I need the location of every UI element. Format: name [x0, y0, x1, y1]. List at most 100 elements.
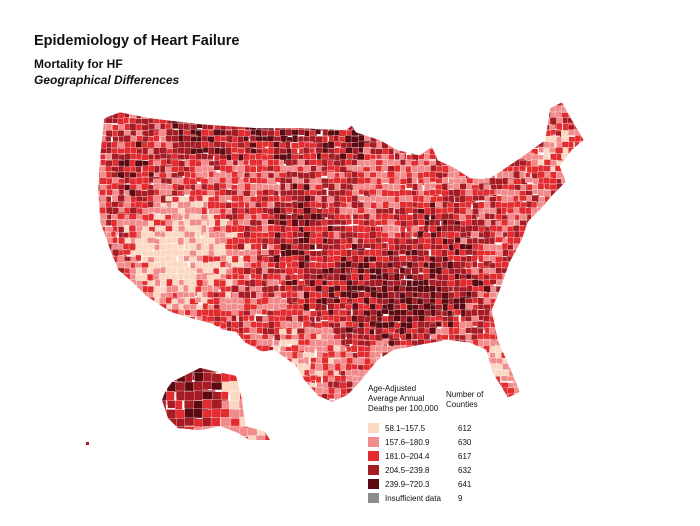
- county-cell: [543, 304, 554, 315]
- county-cell: [568, 279, 580, 291]
- county-cell: [129, 351, 140, 363]
- county-cell: [567, 255, 579, 263]
- county-cell: [261, 399, 277, 402]
- county-cell: [586, 232, 599, 241]
- county-cell: [340, 102, 349, 112]
- county-cell: [237, 369, 252, 376]
- county-cell: [124, 393, 130, 402]
- county-cell: [514, 266, 521, 276]
- county-cell: [117, 351, 127, 359]
- county-cell: [585, 315, 591, 322]
- county-cell: [112, 237, 118, 244]
- county-cell: [430, 123, 446, 129]
- county-cell: [194, 434, 215, 440]
- county-cell: [98, 243, 108, 250]
- county-cell: [280, 356, 288, 364]
- county-cell: [214, 105, 224, 113]
- county-cell: [526, 135, 539, 141]
- county-cell: [441, 154, 453, 161]
- county-cell: [531, 399, 542, 402]
- legend-swatch: [368, 451, 379, 461]
- county-cell: [568, 345, 583, 352]
- county-cell: [537, 262, 543, 274]
- county-cell: [447, 117, 455, 129]
- county-cell: [214, 117, 228, 123]
- county-cell: [573, 286, 584, 294]
- county-cell: [118, 280, 128, 290]
- county-cell: [117, 160, 126, 167]
- county-cell: [550, 388, 559, 396]
- county-cell: [136, 357, 148, 368]
- county-cell: [537, 346, 546, 358]
- county-cell: [537, 243, 545, 252]
- county-cell: [500, 142, 515, 153]
- county-cell: [148, 399, 163, 402]
- county-cell: [148, 321, 159, 331]
- county-cell: [249, 358, 261, 368]
- county-cell: [219, 345, 232, 357]
- county-cell: [393, 142, 407, 149]
- county-cell: [117, 340, 132, 353]
- county-cell: [525, 237, 538, 245]
- county-cell: [393, 117, 400, 127]
- county-cell: [550, 244, 557, 251]
- county-cell: [153, 102, 166, 108]
- county-cell: [501, 135, 510, 141]
- county-cell: [106, 315, 113, 327]
- county-cell: [159, 321, 174, 328]
- county-cell: [196, 344, 203, 354]
- county-cell: [124, 388, 133, 396]
- county-cell: [220, 322, 227, 334]
- county-cell: [411, 117, 419, 129]
- county-cell: [526, 315, 538, 323]
- county-cell: [423, 124, 434, 132]
- county-cell: [531, 358, 545, 366]
- county-cell: [573, 351, 584, 358]
- county-cell: [488, 111, 503, 123]
- county-cell: [501, 339, 515, 352]
- county-cell: [435, 147, 449, 157]
- county-cell: [382, 102, 391, 111]
- county-cell: [363, 117, 369, 123]
- county-cell: [357, 110, 363, 120]
- county-cell: [357, 399, 366, 402]
- county-cell: [490, 147, 496, 158]
- county-cell: [136, 102, 147, 112]
- county-cell: [111, 340, 124, 349]
- county-cell: [550, 201, 564, 215]
- county-cell: [555, 195, 569, 201]
- county-cell: [231, 346, 237, 353]
- county-cell: [146, 308, 158, 320]
- county-cell: [507, 124, 514, 131]
- county-cell: [526, 142, 533, 151]
- county-cell: [204, 445, 213, 456]
- county-cell: [441, 116, 454, 124]
- county-cell: [357, 124, 370, 133]
- county-cell: [490, 154, 505, 167]
- county-cell: [573, 154, 584, 164]
- county-cell: [574, 382, 584, 393]
- county-cell: [316, 400, 327, 402]
- county-cell: [500, 303, 513, 311]
- county-cell: [298, 102, 313, 107]
- county-cell: [579, 309, 584, 318]
- county-cell: [291, 158, 298, 166]
- county-cell: [549, 321, 562, 331]
- county-cell: [586, 273, 598, 279]
- county-cell: [256, 364, 270, 371]
- county-cell: [238, 380, 252, 393]
- county-cell: [346, 153, 354, 159]
- county-cell: [471, 381, 486, 390]
- county-cell: [165, 178, 173, 185]
- county-cell: [567, 303, 576, 313]
- county-cell: [538, 290, 551, 299]
- county-cell: [506, 344, 520, 356]
- county-cell: [476, 164, 488, 173]
- county-cell: [496, 106, 507, 118]
- county-cell: [243, 350, 255, 363]
- county-cell: [364, 111, 371, 121]
- county-cell: [525, 243, 537, 256]
- county-cell: [531, 268, 539, 277]
- county-cell: [587, 321, 592, 333]
- county-cell: [574, 327, 584, 340]
